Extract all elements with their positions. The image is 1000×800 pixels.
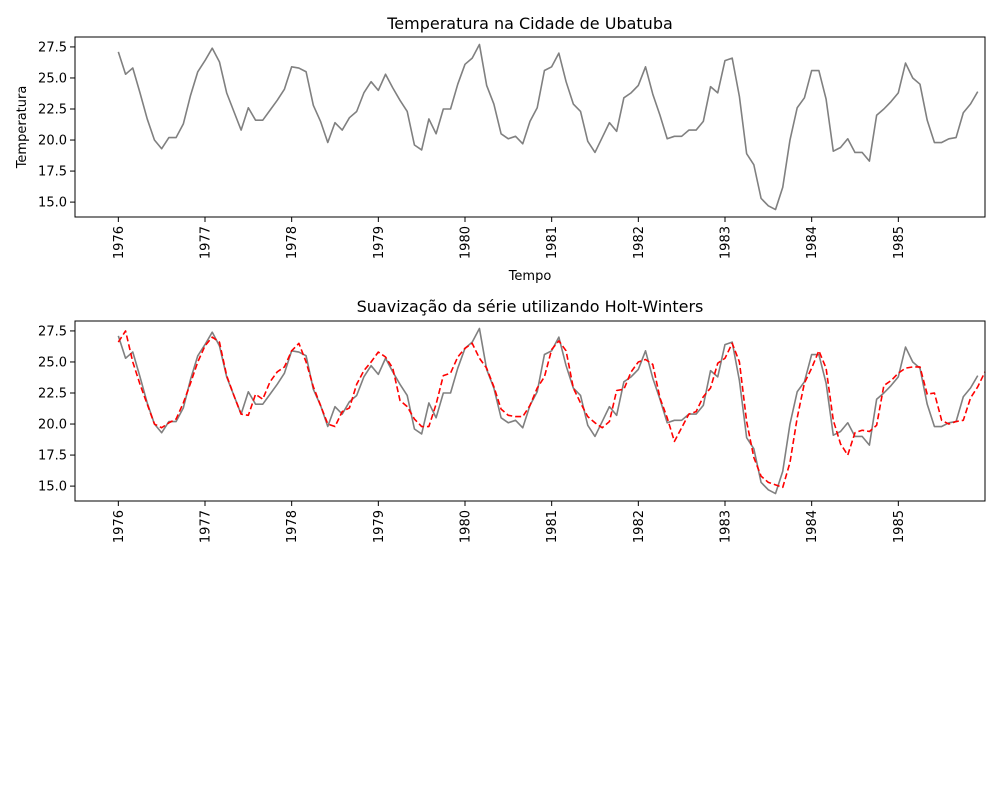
y-tick-label: 22.5 — [38, 387, 67, 402]
x-tick-label: 1983 — [719, 226, 734, 259]
chart-title: Temperatura na Cidade de Ubatuba — [386, 14, 673, 33]
x-tick-label: 1984 — [805, 510, 820, 543]
x-tick-label: 1983 — [719, 510, 734, 543]
chart-title: Suavização da série utilizando Holt-Wint… — [357, 297, 704, 316]
y-tick-label: 20.0 — [38, 418, 67, 433]
y-tick-label: 27.5 — [38, 40, 67, 55]
x-tick-label: 1978 — [285, 510, 300, 543]
y-tick-label: 25.0 — [38, 355, 67, 370]
x-tick-label: 1984 — [805, 226, 820, 259]
y-tick-label: 22.5 — [38, 103, 67, 118]
series-layer — [117, 43, 979, 211]
x-tick-label: 1982 — [632, 226, 647, 259]
x-axis-label: Tempo — [508, 269, 552, 284]
x-tick-label: 1981 — [545, 226, 560, 259]
plot-frame — [74, 320, 986, 502]
y-tick-label: 17.5 — [38, 165, 67, 180]
x-tick-label: 1980 — [459, 510, 474, 543]
x-tick-label: 1981 — [545, 510, 560, 543]
x-tick-label: 1982 — [632, 510, 647, 543]
series-layer — [117, 327, 986, 495]
x-tick-label: 1976 — [112, 510, 127, 543]
holt-winters-chart: Suavização da série utilizando Holt-Wint… — [38, 297, 986, 543]
x-tick-label: 1979 — [372, 226, 387, 259]
plot-frame — [74, 36, 986, 218]
y-tick-label: 17.5 — [38, 449, 67, 464]
x-tick-label: 1978 — [285, 226, 300, 259]
observed-series-line — [117, 327, 979, 495]
y-axis-label: Temperatura — [15, 86, 30, 170]
axis-ticks: 15.0 17.5 20.0 22.5 25.0 27.5 1976 1977 1978 1979… — [38, 324, 907, 543]
y-tick-label: 15.0 — [38, 480, 67, 495]
y-tick-label: 20.0 — [38, 134, 67, 149]
observed-series-line — [117, 43, 979, 211]
temperature-chart: Temperatura na Cidade de Ubatuba Tempo T… — [15, 14, 986, 284]
smoothed-series-line — [117, 330, 986, 489]
x-tick-label: 1985 — [892, 226, 907, 259]
y-tick-label: 15.0 — [38, 196, 67, 211]
x-tick-label: 1985 — [892, 510, 907, 543]
x-tick-label: 1976 — [112, 226, 127, 259]
axis-ticks: 15.0 17.5 20.0 22.5 25.0 27.5 1976 1977 1978 1979… — [38, 40, 907, 259]
x-tick-label: 1980 — [459, 226, 474, 259]
y-tick-label: 27.5 — [38, 324, 67, 339]
y-tick-label: 25.0 — [38, 71, 67, 86]
x-tick-label: 1977 — [199, 226, 214, 259]
x-tick-label: 1977 — [199, 510, 214, 543]
x-tick-label: 1979 — [372, 510, 387, 543]
